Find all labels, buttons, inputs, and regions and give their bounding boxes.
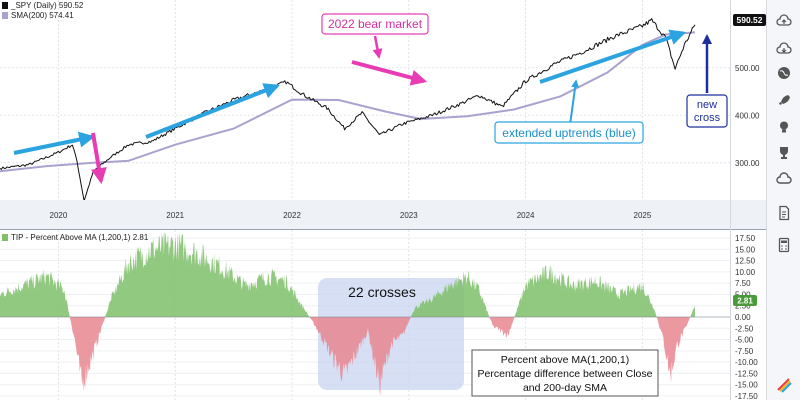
- percent-tick-label: -5.00: [735, 336, 754, 345]
- right-toolbar: [766, 0, 800, 400]
- percent-tick-label: -2.50: [735, 324, 754, 333]
- year-tick-label: 2025: [634, 211, 652, 220]
- price-legend: _SPY (Daily) 590.52 SMA(200) 574.41: [2, 1, 84, 20]
- percent-tick-label: -10.00: [735, 358, 758, 367]
- year-tick-label: 2021: [166, 211, 184, 220]
- rainbow-icon[interactable]: [771, 372, 797, 398]
- bear-market-label: 2022 bear market: [328, 17, 423, 31]
- covid-crash-arrow: [91, 132, 107, 185]
- chart-area[interactable]: 500.00 400.00 300.00 17.50 15.00 12.50 10.00 7…: [0, 0, 766, 400]
- new-cross-callout: new cross: [686, 94, 728, 128]
- uptrend-arrows: [13, 29, 687, 155]
- spy-price-line: [0, 18, 696, 200]
- info-line-1: Percent above MA(1,200,1): [501, 354, 629, 366]
- uptrend-arrow-2023: [539, 29, 687, 84]
- indicator-legend-swatch: [2, 234, 8, 241]
- percent-tick-label: -17.50: [735, 392, 758, 400]
- percent-tick-label: -7.50: [735, 347, 754, 356]
- sma-legend-label: SMA(200) 574.41: [11, 11, 74, 20]
- last-price-value: 590.52: [737, 15, 763, 25]
- percent-y-axis: 17.50 15.00 12.50 10.00 7.50 5.00 2.50 0.00 -2.5…: [735, 234, 758, 400]
- calculator-icon[interactable]: [771, 232, 797, 258]
- new-cross-label-line2: cross: [694, 112, 721, 124]
- last-indicator-value: 2.81: [737, 297, 753, 306]
- indicator-legend: TIP - Percent Above MA (1,200,1) 2.81: [2, 233, 149, 242]
- year-tick-label: 2022: [283, 211, 301, 220]
- info-line-3: and 200-day SMA: [523, 382, 607, 394]
- date-x-axis: 2020 2021 2022 2023 2024 2025: [50, 211, 652, 220]
- price-tick-label: 500.00: [735, 64, 760, 73]
- percent-above-negative-area: [0, 317, 695, 396]
- price-tick-label: 300.00: [735, 159, 760, 168]
- percent-tick-label: 12.50: [735, 257, 756, 266]
- chart-canvas[interactable]: 500.00 400.00 300.00 17.50 15.00 12.50 10.00 7…: [0, 0, 766, 400]
- last-value-badge: 2.81: [733, 295, 757, 306]
- percent-tick-label: -12.50: [735, 369, 758, 378]
- cloud-icon[interactable]: [771, 166, 797, 192]
- percent-tick-label: 7.50: [735, 279, 751, 288]
- uptrends-label-pointer: [569, 79, 580, 126]
- last-price-badge: 590.52: [733, 14, 766, 26]
- percent-tick-label: 15.00: [735, 245, 756, 254]
- price-legend-swatch: [2, 2, 8, 9]
- percent-tick-label: 2.50: [735, 302, 751, 311]
- bear-market-arrow: [351, 60, 428, 86]
- year-tick-label: 2023: [400, 211, 418, 220]
- percent-above-positive-area: [0, 232, 695, 317]
- bear-arrows: [91, 35, 428, 185]
- uptrends-label: extended uptrends (blue): [502, 126, 635, 140]
- percent-tick-label: -15.00: [735, 381, 758, 390]
- price-tick-label: 400.00: [735, 111, 760, 120]
- bear-label-pointer: [372, 35, 383, 59]
- new-cross-label-line1: new: [697, 99, 717, 111]
- indicator-info-box: Percent above MA(1,200,1) Percentage dif…: [471, 349, 659, 397]
- sma200-line: [0, 31, 696, 173]
- globe-icon[interactable]: [771, 60, 797, 86]
- uptrend-arrow-2020: [145, 83, 280, 139]
- rocket-icon[interactable]: [771, 88, 797, 114]
- uptrends-callout: extended uptrends (blue): [494, 121, 644, 144]
- document-icon[interactable]: [771, 200, 797, 226]
- uptrend-arrow-2019: [13, 131, 96, 155]
- percent-tick-label: 0.00: [735, 313, 751, 322]
- bear-market-callout: 2022 bear market: [321, 13, 429, 35]
- price-y-axis: 500.00 400.00 300.00: [735, 64, 760, 168]
- percent-tick-label: 17.50: [735, 234, 756, 243]
- sma-legend-swatch: [2, 12, 8, 19]
- cloud-down-icon[interactable]: [771, 36, 797, 62]
- crosses-label: 22 crosses: [348, 284, 416, 300]
- date-axis-band: [0, 200, 766, 229]
- year-tick-label: 2020: [50, 211, 68, 220]
- percent-tick-label: 10.00: [735, 268, 756, 277]
- trophy-icon[interactable]: [771, 140, 797, 166]
- price-legend-label: _SPY (Daily) 590.52: [10, 1, 84, 10]
- indicator-legend-label: TIP - Percent Above MA (1,200,1) 2.81: [11, 233, 149, 242]
- cloud-up-icon[interactable]: [771, 8, 797, 34]
- lightbulb-icon[interactable]: [771, 114, 797, 140]
- year-tick-label: 2024: [517, 211, 535, 220]
- percent-tick-label: 5.00: [735, 290, 751, 299]
- info-line-2: Percentage difference between Close: [478, 368, 653, 380]
